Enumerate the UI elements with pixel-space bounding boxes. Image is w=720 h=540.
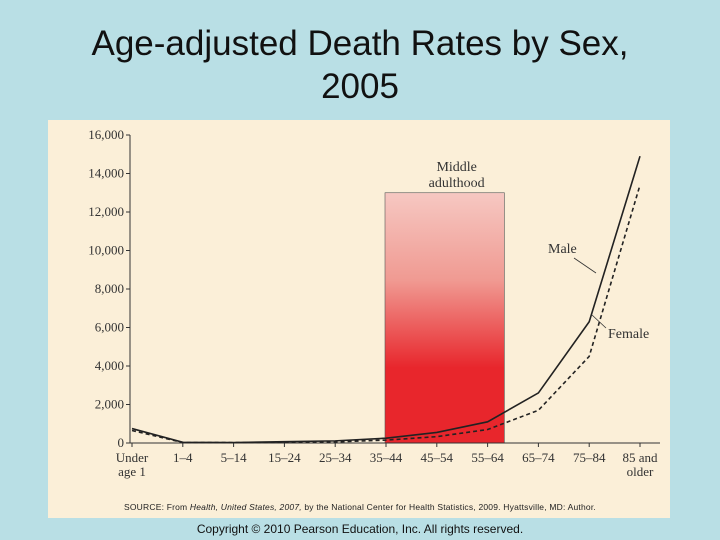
y-tick-label: 4,000 bbox=[95, 358, 124, 373]
death-rate-chart: 0 2,000 4,000 6,000 8,000 10,000 12,000 14,000 1… bbox=[88, 127, 660, 479]
middle-adulthood-band bbox=[384, 192, 505, 444]
x-tick-label: 35–44 bbox=[370, 450, 403, 465]
x-tick-label: 75–84 bbox=[573, 450, 606, 465]
x-tick-label: 1–4 bbox=[173, 450, 193, 465]
y-tick-label: 14,000 bbox=[88, 166, 124, 181]
x-tick-label: 55–64 bbox=[471, 450, 504, 465]
series-line-female bbox=[131, 184, 641, 444]
x-tick-label: 65–74 bbox=[522, 450, 555, 465]
male-leader-line bbox=[573, 257, 597, 274]
y-tick-label: 8,000 bbox=[95, 281, 124, 296]
x-tick-label: 5–14 bbox=[221, 450, 248, 465]
slide-title: Age-adjusted Death Rates by Sex, 2005 bbox=[0, 22, 720, 108]
y-tick-label: 12,000 bbox=[88, 204, 124, 219]
female-leader-line bbox=[591, 314, 607, 329]
y-tick-label: 10,000 bbox=[88, 243, 124, 258]
chart-panel: 0 2,000 4,000 6,000 8,000 10,000 12,000 14,000 1… bbox=[48, 120, 670, 518]
slide-title-line1: Age-adjusted Death Rates by Sex, bbox=[91, 24, 629, 63]
y-tick-label: 2,000 bbox=[95, 397, 124, 412]
x-tick-label: 85 and bbox=[622, 450, 658, 465]
source-suffix: by the National Center for Health Statis… bbox=[301, 502, 596, 512]
x-tick-label: older bbox=[627, 464, 654, 479]
x-tick-label: Under bbox=[116, 450, 149, 465]
copyright-notice: Copyright © 2010 Pearson Education, Inc.… bbox=[196, 522, 524, 536]
source-title: Health, United States, 2007, bbox=[189, 502, 302, 512]
slide-title-line2: 2005 bbox=[321, 67, 399, 106]
y-tick-label: 0 bbox=[118, 435, 125, 450]
series-label-male: Male bbox=[548, 242, 577, 257]
y-tick-label: 6,000 bbox=[95, 320, 124, 335]
x-tick-label: age 1 bbox=[118, 464, 146, 479]
x-tick-label: 15–24 bbox=[268, 450, 301, 465]
x-tick-label: 25–34 bbox=[319, 450, 352, 465]
source-prefix: SOURCE: From bbox=[124, 502, 190, 512]
series-label-female: Female bbox=[608, 327, 649, 342]
source-note: SOURCE: From Health, United States, 2007… bbox=[124, 502, 596, 512]
band-label-line2: adulthood bbox=[429, 176, 485, 191]
x-tick-label: 45–54 bbox=[421, 450, 454, 465]
y-tick-label: 16,000 bbox=[88, 127, 124, 142]
band-label-line1: Middle bbox=[436, 160, 476, 175]
